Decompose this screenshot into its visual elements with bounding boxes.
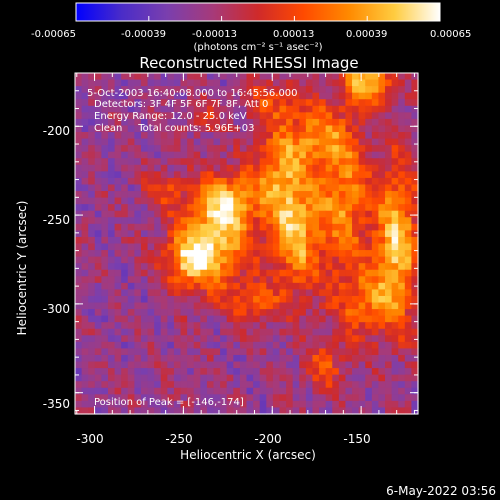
info-line-detectors: Detectors: 3F 4F 5F 6F 7F 8F, Att 0 (94, 99, 268, 110)
colorbar-tick-label: 0.00039 (346, 29, 387, 40)
y-tick-label: -300 (43, 302, 70, 316)
y-tick-label: -200 (43, 124, 70, 138)
x-tick-labels: -300 -250 -200 -150 (76, 432, 370, 446)
colorbar-tick-label: -0.00065 (31, 29, 76, 40)
plot-frame (74, 72, 419, 415)
y-tick-label: -350 (43, 397, 70, 411)
colorbar-tick-label: -0.00013 (192, 29, 237, 40)
axis-ticks (75, 72, 418, 414)
x-tick-label: -200 (254, 432, 281, 446)
colorbar-gradient (75, 2, 441, 22)
x-tick-label: -300 (76, 432, 103, 446)
colorbar: -0.00065 -0.00039 -0.00013 0.00013 0.000… (31, 2, 471, 53)
y-tick-label: -250 (43, 213, 70, 227)
x-tick-label: -250 (165, 432, 192, 446)
chart-title: Reconstructed RHESSI Image (139, 54, 358, 72)
x-axis-label: Heliocentric X (arcsec) (180, 448, 316, 462)
plot-area (74, 72, 419, 415)
colorbar-tick-label: 0.00013 (273, 29, 314, 40)
footer-date: 6-May-2022 03:56 (386, 484, 496, 498)
colorbar-tick-label: -0.00039 (121, 29, 166, 40)
info-line-energy: Energy Range: 12.0 - 25.0 keV (94, 111, 247, 122)
info-block: 5-Oct-2003 16:40:08.000 to 16:45:56.000 … (87, 88, 298, 408)
y-axis-label: Heliocentric Y (arcsec) (15, 201, 29, 336)
colorbar-unit-label: (photons cm⁻² s⁻¹ asec⁻²) (193, 42, 322, 53)
x-tick-label: -150 (343, 432, 370, 446)
y-tick-labels: -200 -250 -300 -350 (43, 124, 70, 411)
info-line-time: 5-Oct-2003 16:40:08.000 to 16:45:56.000 (87, 88, 298, 99)
heatmap-image (75, 73, 419, 415)
info-line-clean: Clean Total counts: 5.96E+03 (94, 123, 254, 134)
peak-position-label: Position of Peak = [-146,-174] (94, 397, 244, 408)
colorbar-ticks (75, 16, 441, 21)
colorbar-tick-label: 0.00065 (430, 29, 471, 40)
